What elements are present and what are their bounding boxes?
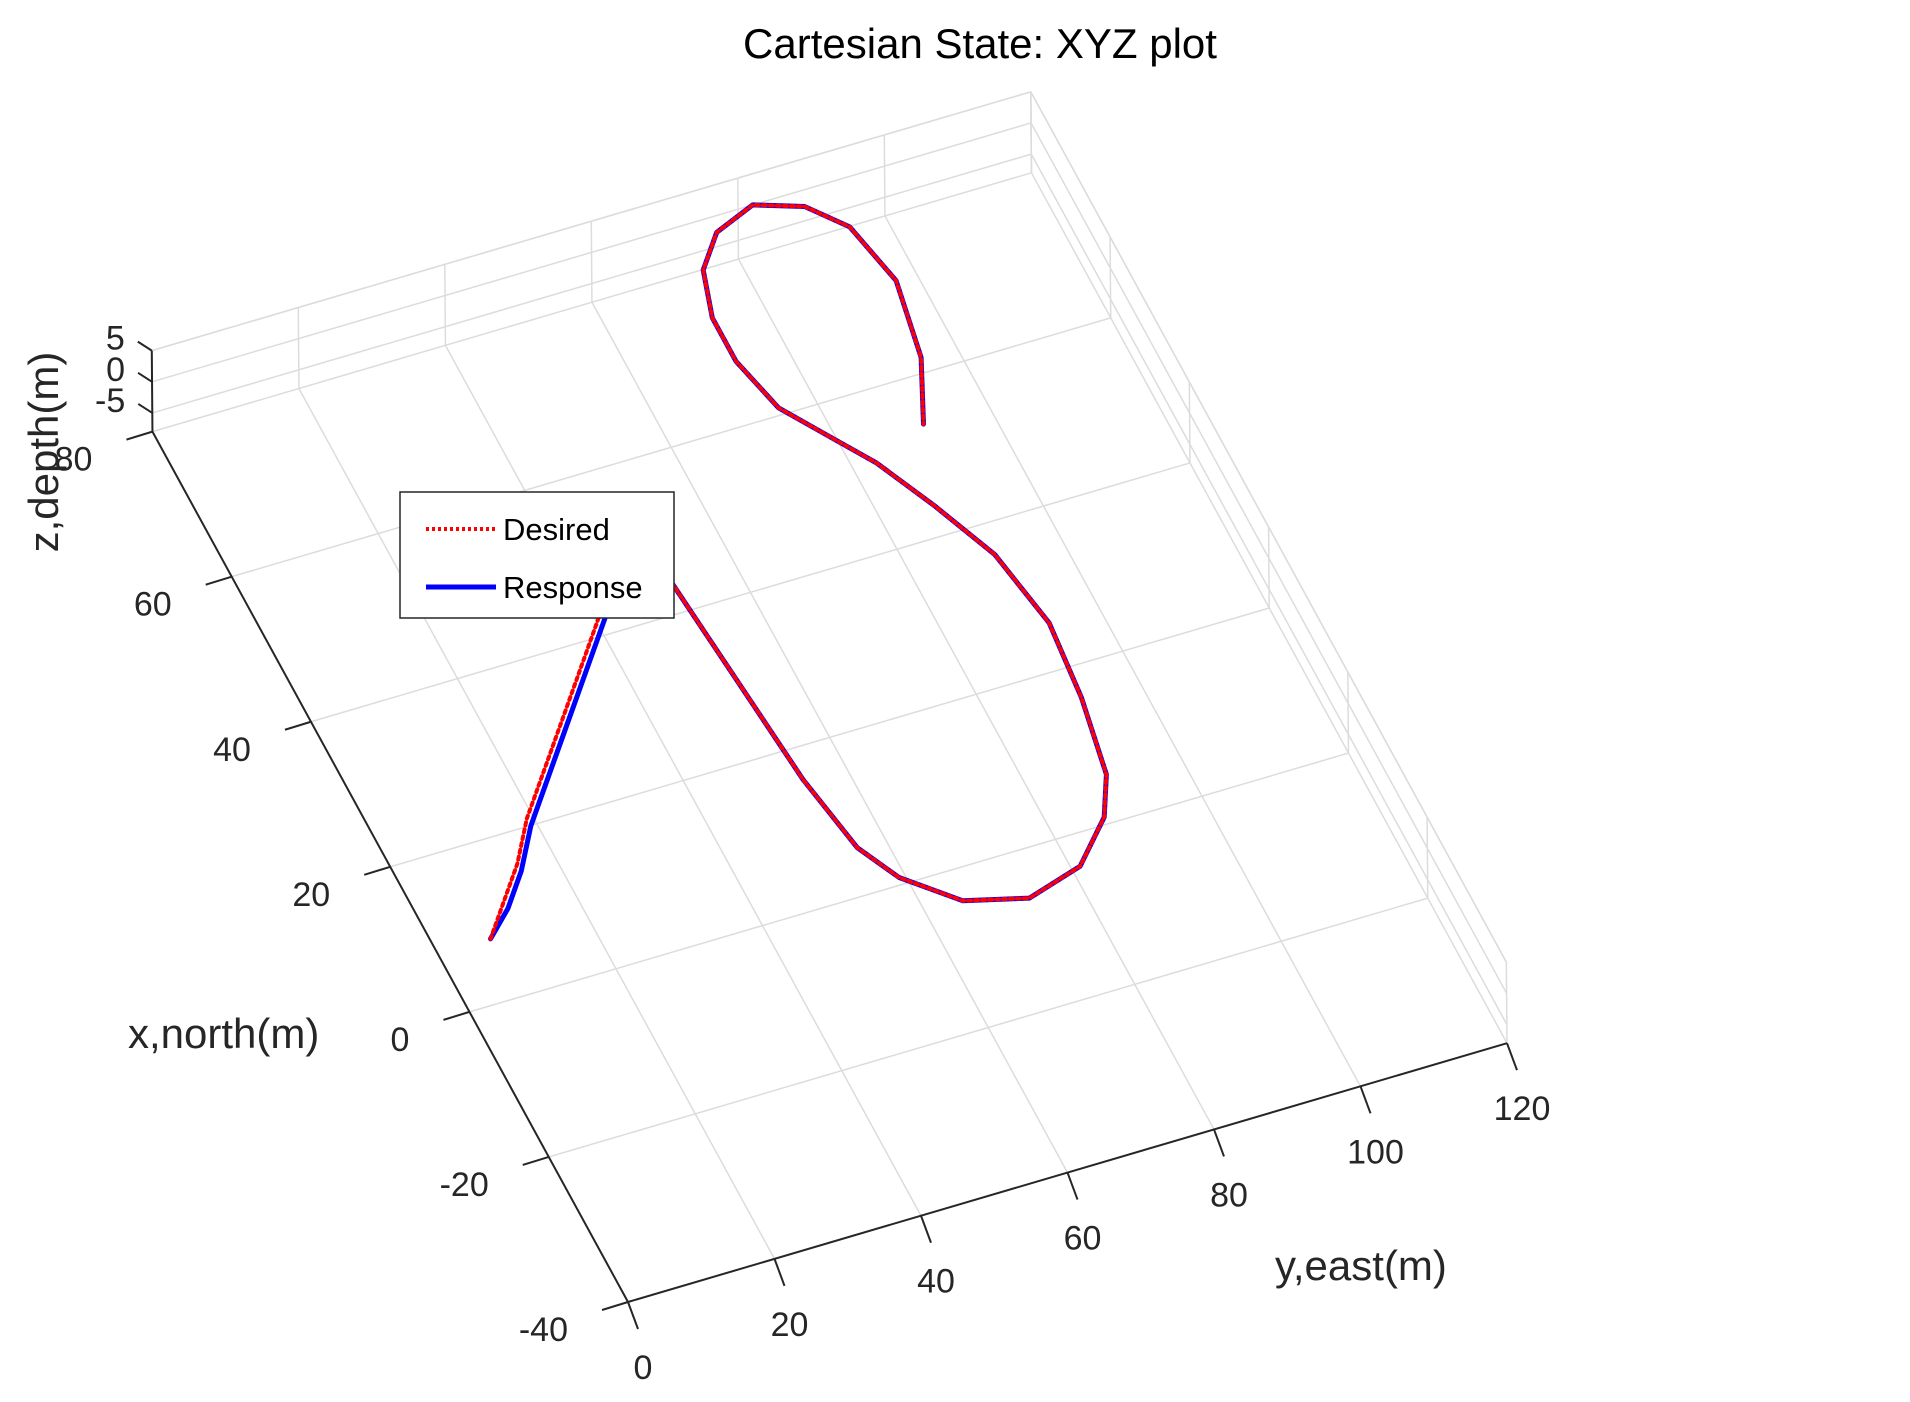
legend-box bbox=[399, 491, 675, 619]
y-tick-label: 60 bbox=[1064, 1220, 1102, 1258]
grid-line-side-x bbox=[1347, 672, 1350, 754]
x-tick bbox=[284, 720, 312, 731]
z-tick bbox=[137, 371, 153, 383]
grid-line-floor-y bbox=[1030, 172, 1508, 1044]
grid-line-floor-y bbox=[737, 258, 1215, 1130]
grid-line-side-x bbox=[1505, 962, 1508, 1044]
y-tick bbox=[627, 1301, 639, 1330]
series-desired bbox=[488, 202, 1109, 941]
z-tick bbox=[137, 340, 153, 352]
y-tick-label: 40 bbox=[917, 1263, 955, 1301]
y-tick bbox=[1213, 1129, 1225, 1157]
grid-line-side-z bbox=[1030, 153, 1508, 1025]
x-tick bbox=[363, 865, 391, 876]
grid-line-back-y bbox=[590, 221, 593, 303]
chart-title: Cartesian State: XYZ plot bbox=[743, 20, 1217, 67]
grid-line-side-x bbox=[1267, 526, 1270, 608]
grid-line-back-y bbox=[883, 134, 886, 216]
grid-line-side-z bbox=[1030, 122, 1508, 994]
grid-line-floor-x bbox=[152, 172, 1032, 433]
y-tick-label: 0 bbox=[634, 1349, 653, 1387]
y-axis-label: y,east(m) bbox=[1275, 1242, 1447, 1289]
grid-line-back-z bbox=[152, 153, 1032, 414]
legend-label-response: Response bbox=[503, 570, 643, 605]
x-tick-label: 20 bbox=[292, 876, 330, 914]
x-axis-label: x,north(m) bbox=[128, 1010, 319, 1057]
box-edge bbox=[1030, 91, 1508, 963]
grid-line-floor-y bbox=[884, 215, 1362, 1087]
grid-line-back-z bbox=[151, 122, 1032, 383]
y-tick bbox=[1359, 1085, 1372, 1114]
y-tick-label: 20 bbox=[771, 1306, 809, 1344]
grid-line-side-x bbox=[1109, 236, 1112, 318]
z-tick-label: 5 bbox=[106, 320, 125, 358]
box-edge bbox=[1030, 91, 1033, 173]
grid-line-back-y bbox=[444, 264, 447, 346]
grid bbox=[151, 91, 1508, 1303]
y-tick-label: 80 bbox=[1210, 1176, 1248, 1214]
x-tick bbox=[601, 1301, 629, 1311]
y-tick bbox=[1066, 1172, 1079, 1200]
z-tick-label: -5 bbox=[95, 382, 125, 420]
z-axis-line bbox=[150, 350, 154, 432]
z-tick-label: 0 bbox=[106, 351, 125, 389]
y-tick bbox=[773, 1258, 786, 1287]
grid-line-side-x bbox=[1188, 381, 1191, 463]
box-edge bbox=[151, 91, 1032, 352]
data-lines bbox=[488, 202, 1109, 942]
z-axis-label: z,depth(m) bbox=[20, 352, 67, 553]
x-tick-label: 40 bbox=[213, 731, 251, 769]
y-tick-label: 100 bbox=[1347, 1133, 1404, 1171]
legend: Desired Response bbox=[399, 491, 675, 619]
x-tick bbox=[522, 1155, 550, 1166]
x-tick-label: -40 bbox=[519, 1311, 568, 1349]
x-tick-label: 80 bbox=[55, 441, 93, 479]
legend-label-desired: Desired bbox=[503, 512, 610, 547]
x-tick bbox=[126, 430, 153, 441]
x-tick-label: 0 bbox=[391, 1021, 410, 1059]
x-tick-label: 60 bbox=[134, 586, 172, 624]
x-tick bbox=[205, 575, 232, 586]
z-tick bbox=[137, 403, 153, 414]
x-tick bbox=[443, 1010, 470, 1021]
grid-line-back-y bbox=[297, 307, 300, 389]
x-tick-label: -20 bbox=[440, 1166, 489, 1204]
grid-line-floor-y bbox=[591, 301, 1069, 1173]
grid-line-floor-y bbox=[444, 345, 922, 1217]
grid-line-floor-y bbox=[298, 388, 776, 1260]
y-tick-label: 120 bbox=[1494, 1090, 1551, 1128]
y-tick bbox=[1506, 1042, 1518, 1071]
grid-line-side-x bbox=[1426, 817, 1429, 899]
axes-box bbox=[151, 91, 1508, 963]
y-tick bbox=[920, 1215, 932, 1244]
